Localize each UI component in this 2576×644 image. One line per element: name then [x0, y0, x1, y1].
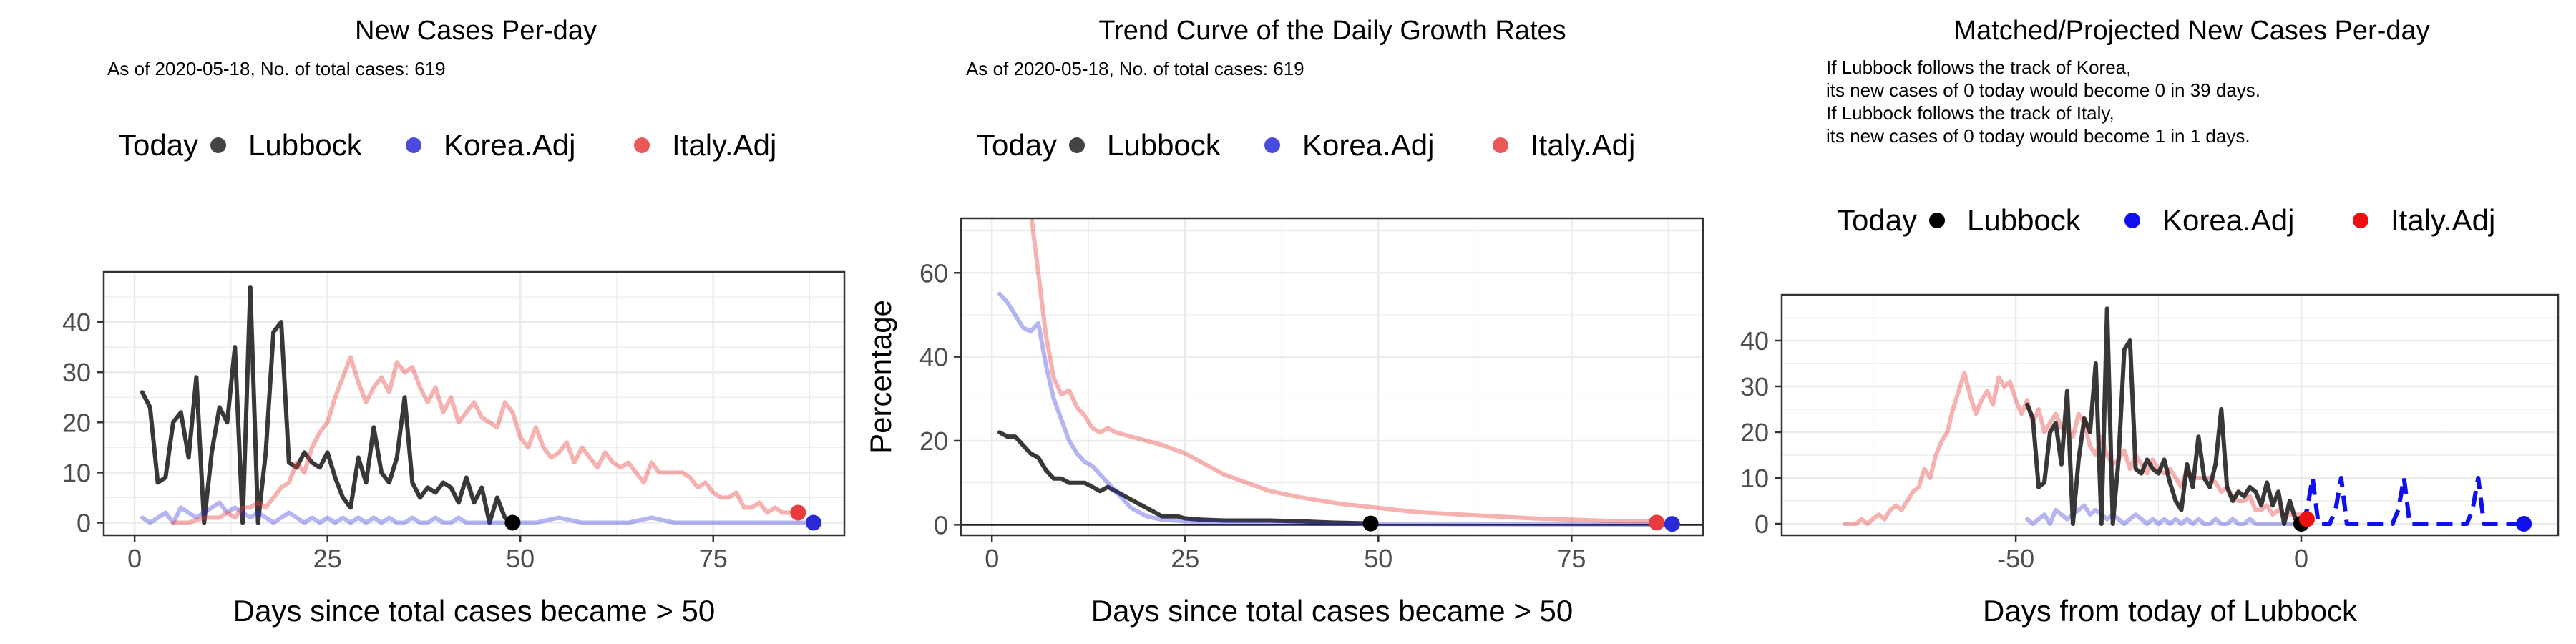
x-tick-label: 0 — [985, 544, 999, 573]
axis-ticks: 0 25 50 75 0 20 40 60 — [919, 258, 1586, 573]
axis-ticks: -50 0 0 10 20 30 40 — [1740, 326, 2308, 573]
y-tick-label: 0 — [77, 508, 91, 537]
legend-label: Korea.Adj — [444, 128, 575, 162]
y-tick-label: 40 — [1740, 326, 1769, 356]
x-axis-label: Days since total cases became > 50 — [233, 594, 716, 628]
today-marker-italy-adj — [1649, 514, 1665, 531]
chart-subtitle-line: its new cases of 0 today would become 1 … — [1826, 125, 2250, 147]
legend-label: Italy.Adj — [1531, 128, 1635, 162]
chart-subtitle: As of 2020-05-18, No. of total cases: 61… — [966, 58, 1304, 79]
today-marker-lubbock — [504, 514, 521, 531]
y-tick-label: 0 — [1755, 509, 1769, 539]
legend-title: Today — [977, 128, 1057, 162]
legend: Today Lubbock Korea.Adj Italy.Adj — [1837, 203, 2495, 237]
legend-marker-lubbock — [1929, 213, 1945, 228]
legend-label: Korea.Adj — [1302, 128, 1434, 162]
legend-marker-italy-adj — [2353, 213, 2368, 228]
chart-title: New Cases Per-day — [355, 16, 597, 46]
y-tick-label: 30 — [1740, 372, 1769, 401]
gridlines — [104, 271, 844, 535]
legend-label: Korea.Adj — [2162, 203, 2294, 237]
x-tick-label: 75 — [1557, 544, 1586, 573]
chart-subtitle-line: If Lubbock follows the track of Italy, — [1826, 102, 2114, 124]
x-axis-label: Days since total cases became > 50 — [1091, 594, 1574, 628]
legend: Today Lubbock Korea.Adj Italy.Adj — [118, 128, 776, 162]
legend-title: Today — [118, 128, 198, 162]
y-tick-label: 20 — [1740, 418, 1769, 447]
x-tick-label: 25 — [313, 544, 342, 573]
legend-marker-korea-adj — [1264, 137, 1280, 153]
series-line-italy-adj — [1029, 218, 1659, 524]
today-marker-korea-adj — [2516, 516, 2532, 532]
chart-subtitle: As of 2020-05-18, No. of total cases: 61… — [107, 58, 446, 79]
y-tick-label: 60 — [919, 258, 948, 288]
legend-label: Lubbock — [1107, 128, 1221, 162]
y-tick-label: 40 — [62, 308, 91, 337]
series-group — [140, 285, 816, 525]
today-marker-italy-adj — [2298, 511, 2315, 527]
plot-border — [1780, 293, 2560, 537]
y-tick-label: 20 — [919, 426, 948, 456]
axis-ticks: 0 25 50 75 0 10 20 30 40 — [62, 308, 728, 573]
x-tick-label: 50 — [1364, 544, 1392, 573]
chart-subtitle-line: its new cases of 0 today would become 0 … — [1826, 79, 2260, 101]
chart-subtitle-line: If Lubbock follows the track of Korea, — [1826, 57, 2131, 78]
x-axis-label: Days from today of Lubbock — [1983, 594, 2358, 628]
x-tick-label: 0 — [127, 544, 142, 573]
series-group — [961, 218, 1703, 527]
gridlines — [961, 218, 1703, 535]
chart-panel-2: Trend Curve of the Daily Growth Rates As … — [864, 16, 1704, 628]
series-line-lubbock — [2025, 306, 2303, 526]
legend-title: Today — [1837, 203, 1917, 237]
y-tick-label: 30 — [62, 358, 91, 387]
series-line-italy-adj — [171, 355, 801, 525]
chart-title: Matched/Projected New Cases Per-day — [1953, 16, 2429, 46]
legend-marker-korea-adj — [406, 137, 421, 153]
plot-border — [102, 270, 846, 537]
y-tick-label: 10 — [62, 458, 91, 487]
series-line-korea-adj — [140, 500, 816, 525]
legend-marker-korea-adj — [2124, 213, 2140, 228]
legend: Today Lubbock Korea.Adj Italy.Adj — [977, 128, 1635, 162]
legend-label: Lubbock — [248, 128, 363, 162]
today-marker-lubbock — [1362, 515, 1379, 532]
x-tick-label: 25 — [1171, 544, 1199, 573]
legend-label: Italy.Adj — [2391, 203, 2495, 237]
legend-marker-lubbock — [210, 137, 226, 153]
x-tick-label: -50 — [1997, 544, 2034, 573]
y-tick-label: 10 — [1740, 464, 1769, 493]
series-line-korea-adj — [997, 291, 1674, 527]
x-tick-label: 50 — [506, 544, 535, 573]
series-group — [1842, 306, 2524, 526]
chart-panel-1: New Cases Per-day As of 2020-05-18, No. o… — [62, 16, 846, 628]
x-tick-label: 75 — [699, 544, 728, 573]
y-tick-label: 20 — [62, 408, 91, 437]
legend-marker-italy-adj — [634, 137, 650, 153]
y-axis-label: Percentage — [864, 300, 897, 454]
today-marker-korea-adj — [1664, 516, 1680, 532]
y-tick-label: 40 — [919, 343, 948, 372]
legend-label: Italy.Adj — [672, 128, 776, 162]
chart-title: Trend Curve of the Daily Growth Rates — [1098, 16, 1566, 46]
today-marker-korea-adj — [805, 514, 821, 531]
y-tick-label: 0 — [934, 510, 948, 540]
today-marker-italy-adj — [790, 504, 806, 521]
series-line-korea-adj-projection — [2299, 476, 2524, 526]
series-line-lubbock — [140, 285, 515, 525]
gridlines — [1782, 294, 2558, 535]
legend-marker-italy-adj — [1493, 137, 1508, 153]
series-line-lubbock — [997, 430, 1373, 526]
legend-marker-lubbock — [1069, 137, 1085, 153]
legend-label: Lubbock — [1967, 203, 2082, 237]
chart-panel-3: Matched/Projected New Cases Per-day If Lu… — [1740, 16, 2560, 628]
plot-border — [960, 217, 1704, 537]
x-tick-label: 0 — [2294, 544, 2308, 573]
